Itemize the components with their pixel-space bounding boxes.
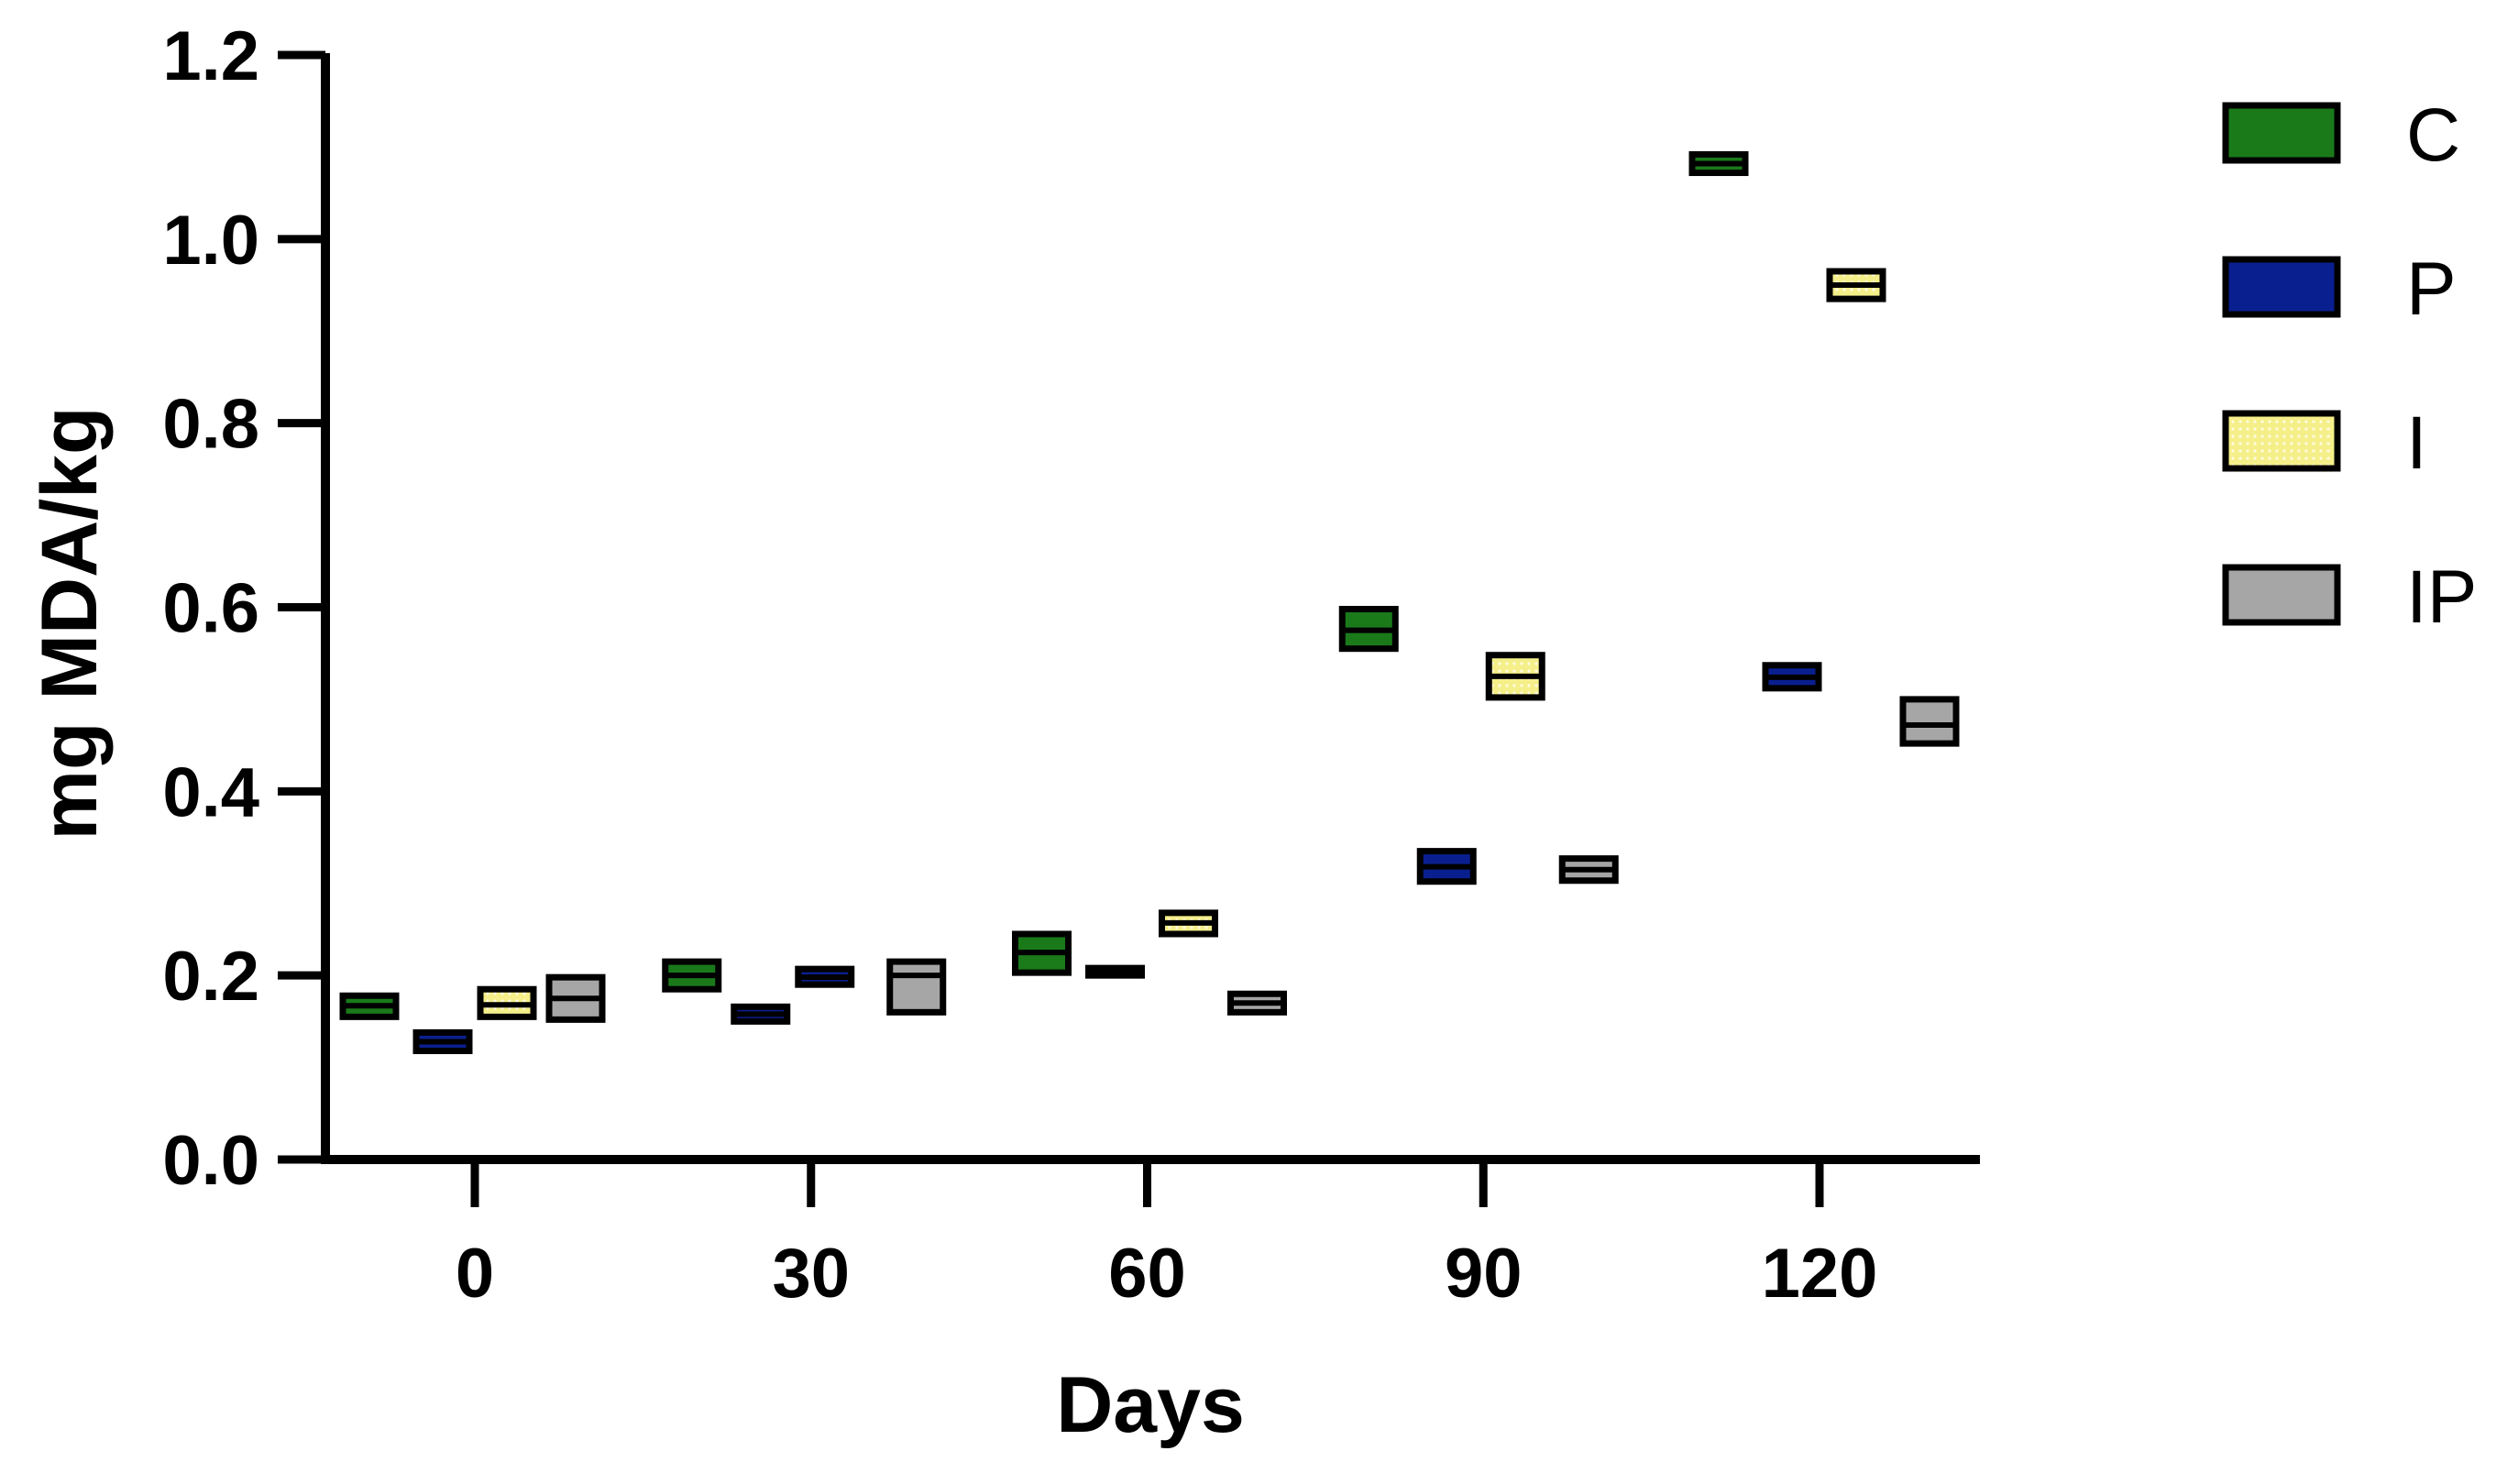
- y-tick-label: 1.2: [162, 17, 259, 95]
- legend-label-c: C: [2406, 93, 2460, 177]
- y-tick-label: 0.4: [162, 753, 259, 831]
- legend-label-i: I: [2406, 401, 2427, 485]
- x-tick-label: 90: [1445, 1235, 1523, 1313]
- y-tick-label: 0.8: [162, 386, 259, 464]
- y-axis-title: mg MDA/kg: [26, 407, 114, 841]
- plot-area: [339, 150, 1960, 1055]
- legend-label-p: P: [2406, 247, 2457, 331]
- legend-label-ip: IP: [2406, 555, 2477, 639]
- x-axis-title: Days: [1056, 1361, 1245, 1449]
- x-tick-label: 0: [456, 1235, 494, 1313]
- x-tick-label: 120: [1762, 1235, 1878, 1313]
- y-tick-label: 0.2: [162, 938, 259, 1016]
- legend-swatch-c: [2222, 102, 2341, 164]
- x-tick-label: 30: [772, 1235, 850, 1313]
- box-ip: [886, 958, 947, 1016]
- legend-swatch-p: [2222, 256, 2341, 318]
- legend: CPI IP: [2222, 93, 2477, 639]
- x-tick-label: 60: [1108, 1235, 1186, 1313]
- axes: 0.0 0.2 0.4 0.6 0.8 1.0 1.2 0 30 60 90 120: [162, 17, 1980, 1313]
- y-tick-label: 0.6: [162, 570, 259, 648]
- box-ip: [1899, 696, 1960, 747]
- y-tick-label: 1.0: [162, 202, 259, 280]
- legend-swatch-i: [2222, 410, 2341, 472]
- legend-swatch-ip: [2222, 564, 2341, 626]
- y-tick-label: 0.0: [162, 1122, 259, 1200]
